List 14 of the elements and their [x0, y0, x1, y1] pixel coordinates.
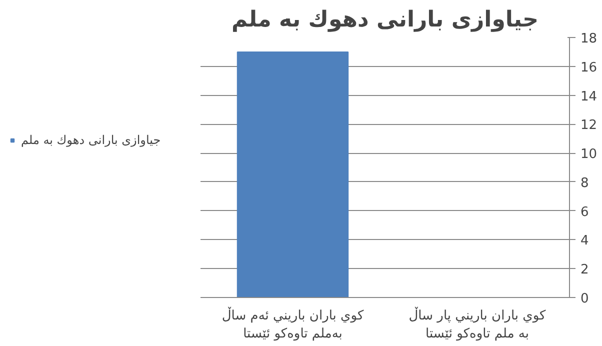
y-tick-label: 16 — [580, 60, 598, 76]
chart-title: جياوازى بارانى دهوك به ملم — [232, 8, 538, 32]
x-tick-label: كوي باران باريني ئەم ساڵ بەملم تاوەكو ئێستا — [222, 306, 364, 342]
y-tick-label: 12 — [580, 118, 598, 134]
y-tick-label: 6 — [580, 204, 589, 220]
y-tick-label: 2 — [580, 262, 589, 278]
x-tick-label: كوي باران باريني پار ساڵ به ملم تاوەكو ئێستا — [408, 306, 547, 342]
y-tick-label: 10 — [580, 147, 598, 162]
y-tick-label: 8 — [580, 176, 589, 191]
y-tick-label: 0 — [580, 292, 589, 306]
y-tick-label: 14 — [580, 89, 598, 104]
y-tick-label: 18 — [580, 32, 598, 46]
y-tick-label: 4 — [580, 234, 589, 249]
legend-label: جياوازى بارانى دهوك به ملم — [21, 133, 161, 147]
